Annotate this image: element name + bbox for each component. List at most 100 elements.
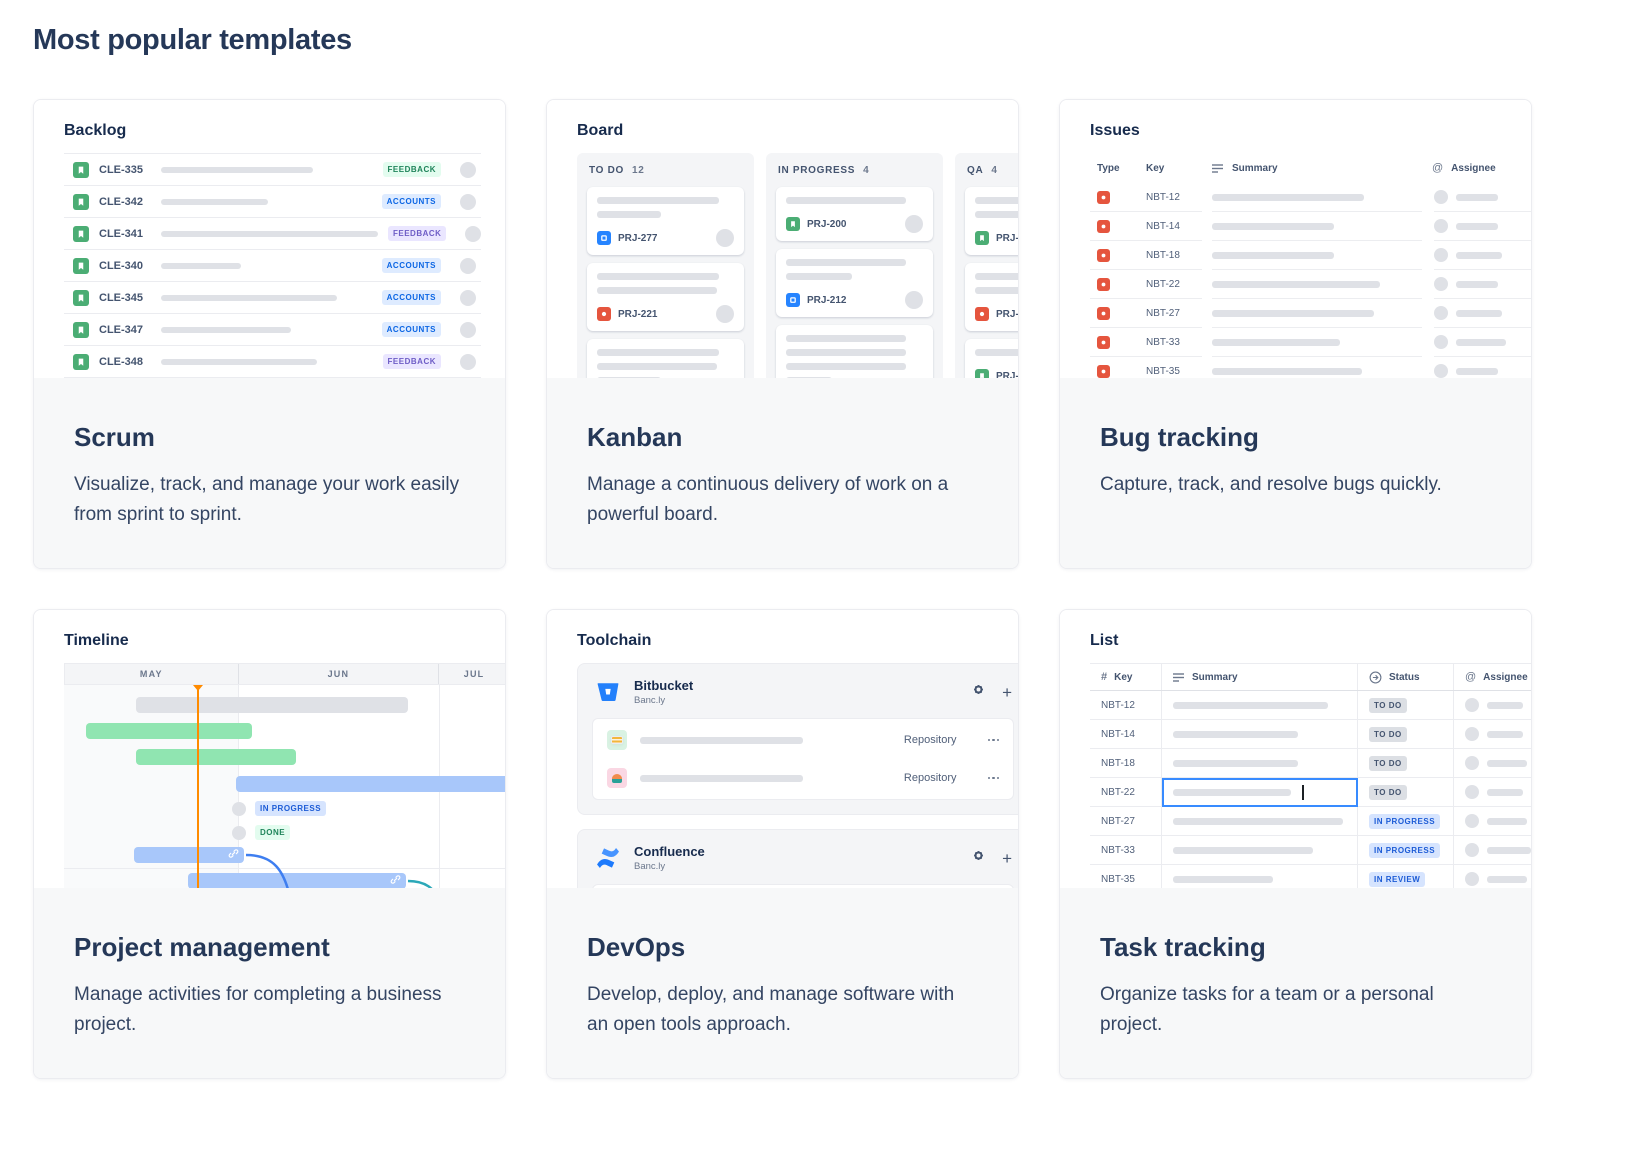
placeholder-bar (1487, 788, 1523, 796)
story-icon (786, 217, 800, 231)
placeholder-bar (1456, 222, 1498, 230)
epic-badge: ACCOUNTS (381, 322, 441, 337)
kanban-board: TO DO 12 PRJ-277 (577, 153, 1018, 378)
current-date-marker (193, 685, 203, 888)
bug-icon (1097, 248, 1110, 262)
card-text-section: Bug tracking Capture, track, and resolve… (1060, 378, 1531, 568)
template-card-task-tracking[interactable]: List # Key Summary Status @ Assignee NBT-1… (1059, 609, 1532, 1079)
card-text-section: Task tracking Organize tasks for a team … (1060, 888, 1531, 1078)
template-name: Task tracking (1100, 932, 1266, 962)
board-card: PRJ-236 (965, 187, 1018, 255)
avatar (460, 289, 476, 306)
avatar (1434, 248, 1448, 262)
list-row: NBT-18 TO DO (1090, 749, 1531, 778)
placeholder-bar (161, 326, 291, 333)
issue-key: PRJ-200 (807, 218, 847, 230)
epic-badge: FEEDBACK (382, 354, 441, 369)
column-count: 4 (863, 164, 870, 176)
template-name: Kanban (587, 422, 683, 452)
avatar (1465, 727, 1479, 741)
backlog-row: CLE-342 ACCOUNTS (64, 186, 481, 218)
template-description: Develop, deploy, and manage software wit… (587, 984, 955, 1036)
placeholder-bar (1212, 367, 1362, 375)
placeholder-bar (786, 273, 852, 280)
board-card: PRJ-200 (776, 187, 933, 241)
list-preview: List # Key Summary Status @ Assignee NBT-1… (1060, 610, 1531, 888)
template-card-kanban[interactable]: Board TO DO 12 PRJ-277 (546, 99, 1019, 569)
gantt-bar (236, 776, 505, 792)
tool-row: Space (607, 887, 999, 888)
placeholder-bar (975, 211, 1018, 218)
column-label: TO DO (589, 164, 624, 176)
template-description: Capture, track, and resolve bugs quickly… (1100, 474, 1442, 495)
placeholder-bar (975, 287, 1018, 294)
template-card-bug-tracking[interactable]: Issues Type Key Summary @ Assignee (1059, 99, 1532, 569)
preview-title: Backlog (64, 122, 127, 139)
placeholder-bar (786, 335, 906, 342)
placeholder-bar (1456, 338, 1506, 346)
issue-row: NBT-18 (1090, 241, 1531, 270)
issue-key: NBT-18 (1101, 757, 1135, 769)
placeholder-bar (975, 197, 1018, 204)
issue-key: PRJ-243 (996, 370, 1018, 379)
list-row: NBT-22 TO DO (1090, 778, 1531, 807)
placeholder-bar (1456, 280, 1498, 288)
timeline-body: IN PROGRESS DONE (64, 685, 505, 888)
issue-row: NBT-14 (1090, 212, 1531, 241)
list-row: NBT-27 IN PROGRESS (1090, 807, 1531, 836)
template-name: Bug tracking (1100, 422, 1259, 452)
gear-icon (971, 682, 986, 702)
board-card: PRJ-213 (776, 325, 933, 378)
placeholder-bar (1173, 817, 1343, 825)
placeholder-bar (1212, 309, 1374, 317)
status-badge: IN PROGRESS (255, 801, 327, 816)
avatar (460, 353, 476, 370)
issue-key: NBT-22 (1101, 786, 1135, 798)
preview-title: Issues (1090, 122, 1140, 139)
arrow-circle-icon (1369, 671, 1382, 684)
avatar (905, 215, 923, 233)
timeline-chart: MAY JUN JUL (64, 663, 505, 888)
template-description: Visualize, track, and manage your work e… (74, 474, 460, 526)
epic-badge: FEEDBACK (388, 226, 447, 241)
list-row: NBT-33 IN PROGRESS (1090, 836, 1531, 865)
summary-cell-editing[interactable] (1162, 778, 1358, 807)
template-card-project-management[interactable]: Timeline MAY JUN JUL (33, 609, 506, 1079)
avatar (460, 193, 476, 210)
story-icon (975, 231, 989, 245)
board-column-todo: TO DO 12 PRJ-277 (577, 153, 754, 378)
list-row: NBT-35 IN REVIEW (1090, 865, 1531, 888)
story-icon (73, 321, 89, 338)
toolchain-section-bitbucket: Bitbucket Banc.ly + Repository (577, 663, 1018, 815)
placeholder-bar (1456, 309, 1502, 317)
issue-key: NBT-14 (1101, 728, 1135, 740)
issue-row: NBT-22 (1090, 270, 1531, 299)
issues-preview: Issues Type Key Summary @ Assignee (1060, 100, 1531, 378)
issue-key: CLE-347 (99, 323, 144, 336)
item-type-label: Repository (903, 734, 957, 746)
template-card-devops[interactable]: Toolchain Bitbucket Banc.ly + (546, 609, 1019, 1079)
preview-title: List (1090, 632, 1119, 649)
board-column-qa: QA 4 PRJ-236 (955, 153, 1018, 378)
issue-key: NBT-33 (1146, 336, 1180, 348)
issue-row: NBT-33 (1090, 328, 1531, 357)
issue-key: CLE-342 (99, 195, 144, 208)
backlog-row: CLE-335 FEEDBACK (64, 154, 481, 186)
issue-key: PRJ-221 (618, 308, 658, 320)
issue-key: PRJ-212 (807, 294, 847, 306)
column-header-status: Status (1389, 671, 1420, 683)
template-name: DevOps (587, 932, 686, 962)
placeholder-bar (786, 197, 906, 204)
template-card-scrum[interactable]: Backlog CLE-335 FEEDBACK CLE-342 ACCOUNT… (33, 99, 506, 569)
bug-icon (1097, 335, 1110, 349)
issues-table: Type Key Summary @ Assignee NBT-12 (1090, 153, 1531, 378)
gantt-bar (188, 873, 406, 888)
avatar (460, 161, 476, 178)
epic-badge: ACCOUNTS (381, 290, 441, 305)
issue-key: NBT-14 (1146, 220, 1180, 232)
card-text-section: DevOps Develop, deploy, and manage softw… (547, 888, 1018, 1078)
avatar (1434, 277, 1448, 291)
issue-row: NBT-12 (1090, 183, 1531, 212)
text-lines-icon (1212, 163, 1224, 173)
avatar (905, 291, 923, 309)
